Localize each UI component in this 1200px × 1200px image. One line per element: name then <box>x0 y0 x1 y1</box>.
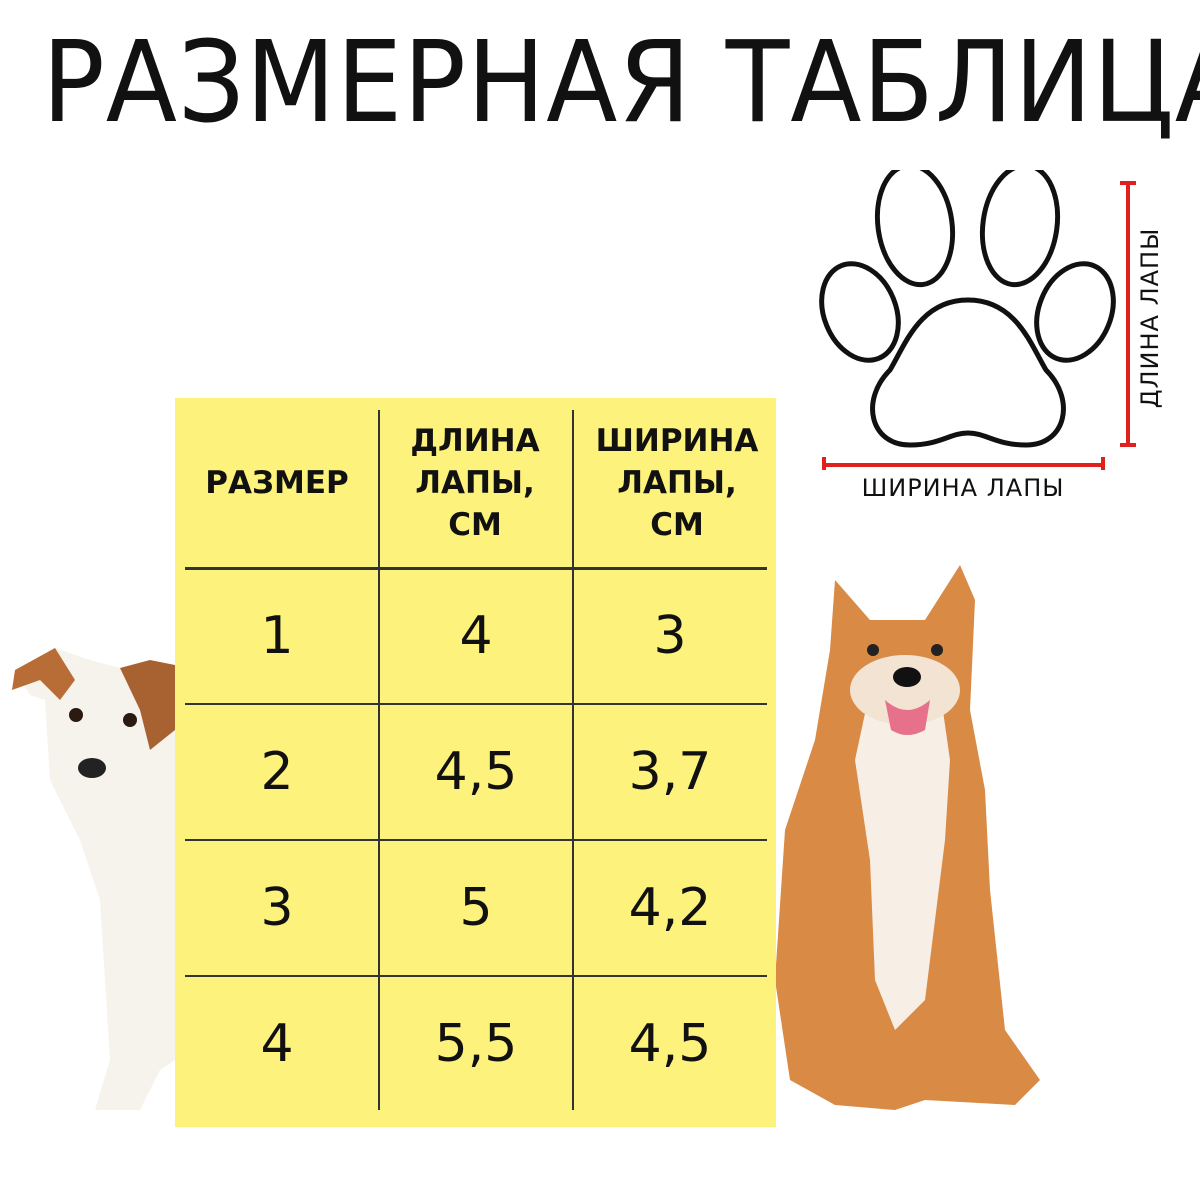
size-table: РАЗМЕР ДЛИНА ЛАПЫ, СМ ШИРИНА ЛАПЫ, СМ 1 … <box>175 398 776 1127</box>
column-divider <box>572 410 574 1110</box>
cell-length: 4,5 <box>434 742 518 802</box>
cell-width: 4,5 <box>628 1014 712 1074</box>
row-divider <box>185 975 767 977</box>
cell-width: 4,2 <box>628 878 712 938</box>
header-divider <box>185 567 767 570</box>
shiba-inu-dog-image <box>775 565 1040 1110</box>
paw-outline-icon <box>819 170 1136 470</box>
paw-width-label: ШИРИНА ЛАПЫ <box>861 474 1065 502</box>
row-divider <box>185 839 767 841</box>
cell-size: 3 <box>260 878 294 938</box>
header-paw-width: ШИРИНА ЛАПЫ, СМ <box>595 423 759 543</box>
jack-russell-dog-image <box>12 648 175 1110</box>
row-divider <box>185 703 767 705</box>
cell-length: 5,5 <box>434 1014 518 1074</box>
paw-length-label: ДЛИНА ЛАПЫ <box>1136 227 1164 409</box>
cell-width: 3 <box>653 606 687 666</box>
column-divider <box>378 410 380 1110</box>
header-paw-length: ДЛИНА ЛАПЫ, СМ <box>410 423 540 543</box>
page-title: РАЗМЕРНАЯ ТАБЛИЦА <box>42 18 1200 148</box>
cell-length: 4 <box>459 606 493 666</box>
cell-length: 5 <box>459 878 493 938</box>
measure-lines <box>822 181 1136 470</box>
cell-size: 4 <box>260 1014 294 1074</box>
header-size: РАЗМЕР <box>205 465 349 501</box>
cell-size: 1 <box>260 606 294 666</box>
cell-size: 2 <box>260 742 294 802</box>
cell-width: 3,7 <box>628 742 712 802</box>
